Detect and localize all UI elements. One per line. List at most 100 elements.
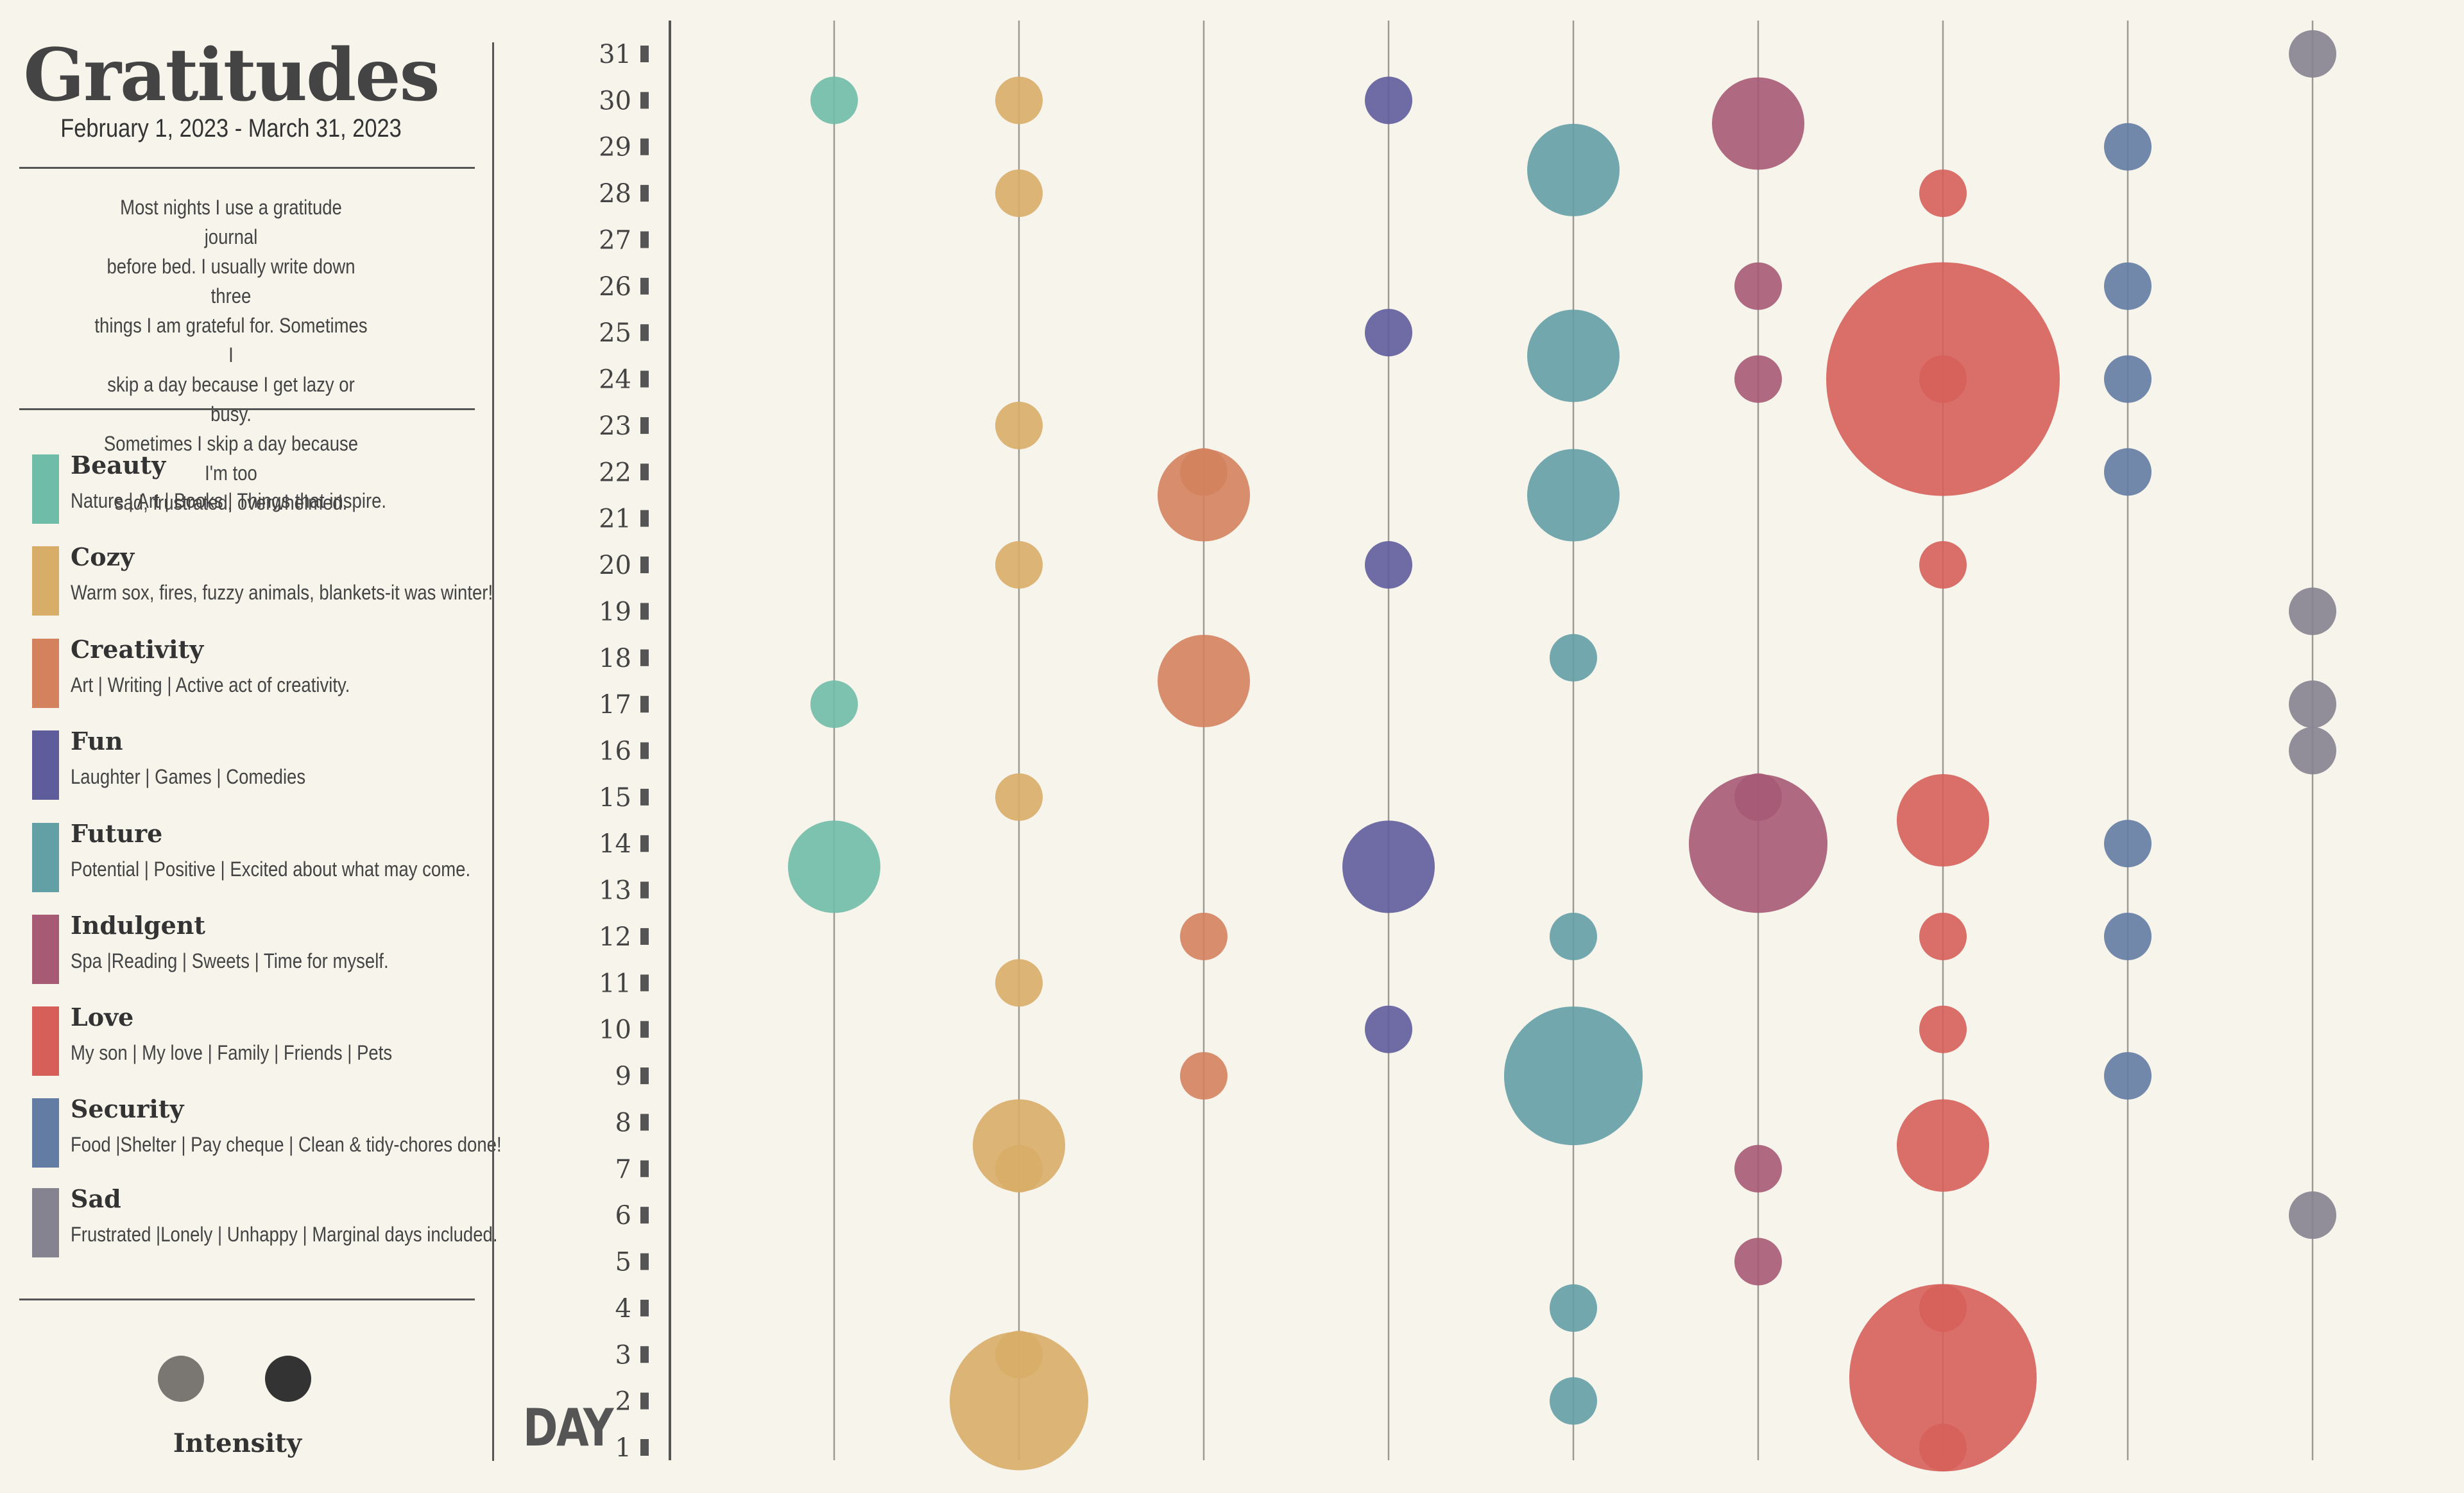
y-tick-label: 17 xyxy=(599,690,631,720)
bubble-love xyxy=(1897,1099,1989,1192)
bubble-cozy xyxy=(995,76,1043,125)
bubble-love xyxy=(1897,774,1989,867)
bubble-indulgent xyxy=(1734,1238,1782,1286)
bubble-future xyxy=(1527,123,1620,216)
bubble-cozy xyxy=(995,169,1043,218)
y-tick-label: 6 xyxy=(615,1201,631,1230)
y-tick xyxy=(640,185,649,202)
legend-desc: Frustrated |Lonely | Unhappy | Marginal … xyxy=(71,1223,498,1246)
legend-swatch xyxy=(32,1188,59,1257)
bubble-cozy xyxy=(995,541,1043,589)
bubble-fun xyxy=(1342,820,1435,913)
y-tick xyxy=(640,1207,649,1224)
bubble-fun xyxy=(1365,309,1412,357)
legend-item-cozy: Cozy Warm sox, fires, fuzzy animals, bla… xyxy=(32,541,494,616)
y-tick xyxy=(640,324,649,341)
y-tick-label: 16 xyxy=(599,737,631,766)
y-tick xyxy=(640,1114,649,1131)
y-tick xyxy=(640,417,649,434)
bubble-future xyxy=(1550,1377,1597,1425)
intensity-high-dot xyxy=(265,1356,311,1402)
bubble-future xyxy=(1550,1284,1597,1332)
legend-desc: Potential | Positive | Excited about wha… xyxy=(71,858,471,881)
bubble-future xyxy=(1504,1006,1643,1146)
bubble-creativity xyxy=(1158,634,1250,727)
bubble-security xyxy=(2104,355,2152,403)
y-tick-label: 7 xyxy=(615,1155,631,1184)
y-tick-label: 14 xyxy=(599,829,631,859)
legend-desc: Art | Writing | Active act of creativity… xyxy=(71,673,350,696)
y-tick xyxy=(640,277,649,295)
y-tick-label: 3 xyxy=(615,1340,631,1370)
legend-desc: My son | My love | Family | Friends | Pe… xyxy=(71,1041,393,1064)
bubble-creativity xyxy=(1180,912,1228,960)
legend-desc: Nature | Art | Books | Things that inspi… xyxy=(71,489,387,512)
y-tick xyxy=(640,1021,649,1038)
y-tick xyxy=(640,603,649,620)
y-tick-label: 2 xyxy=(615,1387,631,1417)
y-tick-label: 1 xyxy=(615,1433,631,1463)
bubble-security xyxy=(2104,820,2152,868)
legend-swatch xyxy=(32,639,59,708)
legend-name: Love xyxy=(71,1003,134,1031)
y-axis-label: DAY xyxy=(523,1398,614,1458)
bubble-security xyxy=(2104,448,2152,496)
bubble-sad xyxy=(2289,1191,2336,1239)
y-tick xyxy=(640,1067,649,1085)
bubble-future xyxy=(1527,309,1620,402)
y-tick xyxy=(640,510,649,527)
bubble-love xyxy=(1919,1005,1967,1053)
legend-name: Cozy xyxy=(71,542,135,571)
legend-name: Security xyxy=(71,1094,184,1123)
bubble-future xyxy=(1550,634,1597,682)
description-line: things I am grateful for. Sometimes I xyxy=(94,314,368,367)
bubble-cozy xyxy=(995,1144,1043,1193)
y-tick xyxy=(640,1439,649,1456)
y-tick-label: 22 xyxy=(599,458,631,487)
legend-swatch xyxy=(32,1098,59,1168)
y-tick-label: 9 xyxy=(615,1062,631,1091)
legend-name: Creativity xyxy=(71,635,204,664)
legend-swatch xyxy=(32,454,59,524)
description-line: skip a day because I get lazy or busy. xyxy=(107,373,355,426)
bubble-future xyxy=(1550,912,1597,960)
bubble-indulgent xyxy=(1734,262,1782,310)
y-tick xyxy=(640,92,649,109)
bubble-love xyxy=(1919,541,1967,589)
y-tick-label: 21 xyxy=(599,505,631,534)
y-tick-label: 5 xyxy=(615,1248,631,1277)
y-tick-label: 29 xyxy=(599,133,631,162)
y-tick xyxy=(640,742,649,759)
bubble-fun xyxy=(1365,541,1412,589)
legend-item-creativity: Creativity Art | Writing | Active act of… xyxy=(32,634,494,708)
bubble-love xyxy=(1919,169,1967,218)
y-tick-label: 28 xyxy=(599,179,631,209)
bubble-cozy xyxy=(995,1331,1043,1379)
legend-item-love: Love My son | My love | Family | Friends… xyxy=(32,1001,494,1076)
bubble-cozy xyxy=(995,773,1043,821)
date-range: February 1, 2023 - March 31, 2023 xyxy=(60,114,402,142)
y-tick xyxy=(640,1160,649,1177)
y-tick xyxy=(640,1346,649,1363)
legend-desc: Spa |Reading | Sweets | Time for myself. xyxy=(71,949,389,972)
legend-item-fun: Fun Laughter | Games | Comedies xyxy=(32,725,494,800)
description-line: sad, frustrated, overwhelmed. xyxy=(114,491,348,514)
bubble-indulgent xyxy=(1734,355,1782,403)
bubble-love xyxy=(1919,1424,1967,1471)
page-title: Gratitudes xyxy=(23,33,440,117)
y-tick-label: 25 xyxy=(599,318,631,348)
legend-swatch xyxy=(32,546,59,616)
bubble-indulgent xyxy=(1689,774,1827,913)
bubble-fun xyxy=(1365,76,1412,125)
legend-name: Indulgent xyxy=(71,911,205,940)
bubble-love xyxy=(1849,1284,2037,1472)
y-tick-label: 15 xyxy=(599,783,631,813)
legend-swatch xyxy=(32,823,59,892)
sidebar-divider xyxy=(492,42,494,1461)
y-tick-label: 13 xyxy=(599,876,631,906)
intensity-label: Intensity xyxy=(173,1428,302,1458)
y-tick xyxy=(640,370,649,388)
sidebar: Gratitudes February 1, 2023 - March 31, … xyxy=(0,0,502,1493)
y-tick xyxy=(640,881,649,899)
